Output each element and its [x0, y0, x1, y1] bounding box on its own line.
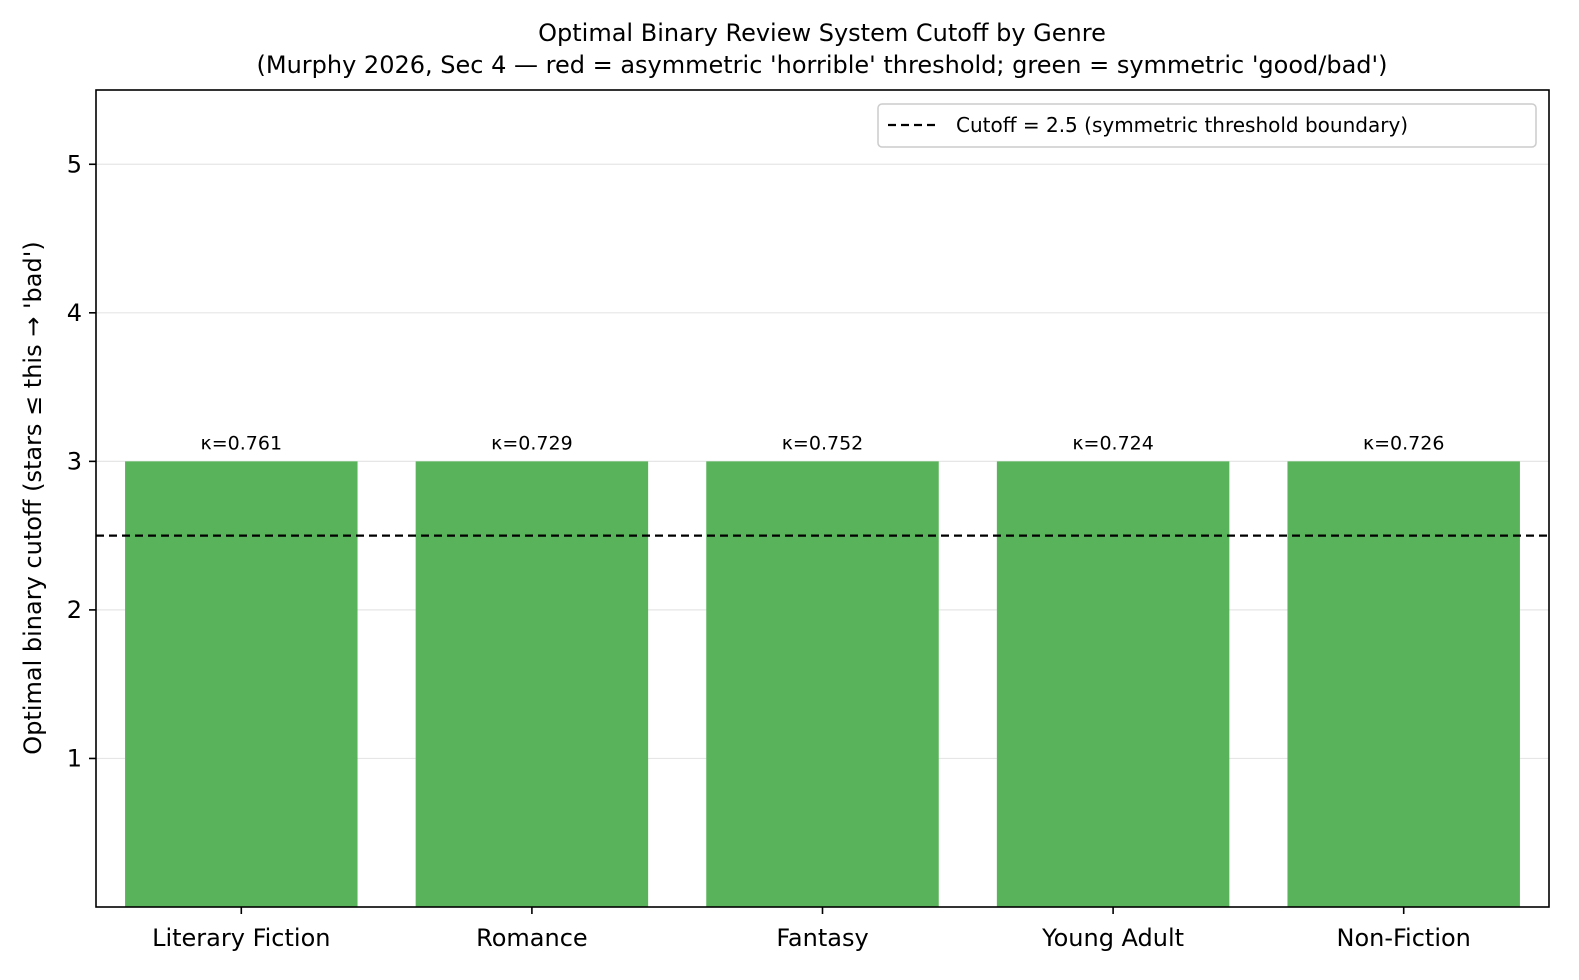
bar	[1287, 461, 1520, 907]
bar	[125, 461, 358, 907]
chart-title: Optimal Binary Review System Cutoff by G…	[538, 19, 1106, 47]
y-tick-label: 4	[67, 299, 82, 327]
legend: Cutoff = 2.5 (symmetric threshold bounda…	[877, 103, 1537, 148]
y-tick-label: 5	[67, 150, 82, 178]
bar-data-label: κ=0.726	[1363, 432, 1445, 454]
chart-subtitle: (Murphy 2026, Sec 4 — red = asymmetric '…	[257, 51, 1388, 79]
data-labels: κ=0.761 κ=0.729 κ=0.752 κ=0.724 κ=0.726	[201, 432, 1445, 454]
y-axis-label: Optimal binary cutoff (stars ≤ this → 'b…	[19, 241, 47, 754]
x-tick-label: Young Adult	[1041, 924, 1184, 952]
x-tick-label: Fantasy	[776, 924, 868, 952]
bar-data-label: κ=0.724	[1072, 432, 1154, 454]
legend-frame	[877, 103, 1537, 148]
bar-data-label: κ=0.729	[491, 432, 573, 454]
x-tick-label: Romance	[476, 924, 588, 952]
x-tick-label: Literary Fiction	[152, 924, 330, 952]
x-axis: Literary Fiction Romance Fantasy Young Adul…	[152, 907, 1471, 952]
x-tick-label: Non-Fiction	[1336, 924, 1470, 952]
bar-data-label: κ=0.761	[201, 432, 283, 454]
bar	[706, 461, 939, 907]
y-tick-label: 2	[67, 596, 82, 624]
bar	[415, 461, 649, 907]
bar-data-label: κ=0.752	[782, 432, 864, 454]
bar	[996, 461, 1230, 907]
legend-label: Cutoff = 2.5 (symmetric threshold bounda…	[956, 113, 1408, 137]
y-tick-label: 3	[67, 447, 82, 475]
y-axis: 1 2 3 4 5	[67, 150, 96, 772]
y-tick-label: 1	[67, 744, 82, 772]
bars	[125, 461, 1520, 907]
